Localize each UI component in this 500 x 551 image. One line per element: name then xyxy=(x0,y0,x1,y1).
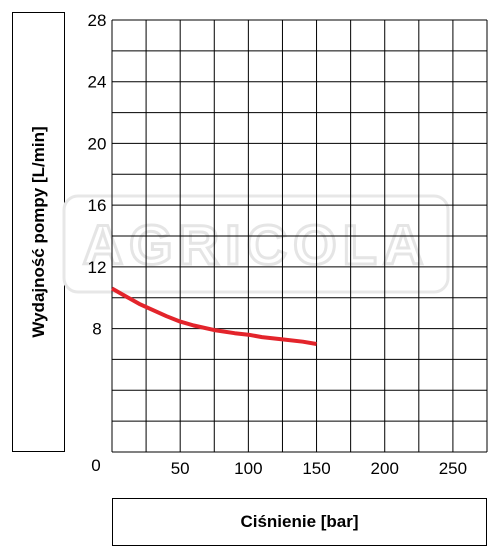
watermark-layer: AGRICOLA xyxy=(62,194,450,294)
watermark-frame xyxy=(62,194,450,294)
y-tick-label: 20 xyxy=(88,134,107,153)
y-tick-label: 12 xyxy=(88,258,107,277)
grid-layer xyxy=(111,19,488,453)
x-tick-label: 50 xyxy=(171,459,190,478)
x-tick-label: 100 xyxy=(234,459,262,478)
series-layer xyxy=(111,286,317,346)
x-tick-label: 250 xyxy=(439,459,467,478)
y-tick-label: 28 xyxy=(88,11,107,30)
x-axis-label: Ciśnienie [bar] xyxy=(240,512,359,531)
x-axis-label-box: Ciśnienie [bar] xyxy=(112,498,487,546)
series-line xyxy=(111,286,317,346)
x-tick-label: 150 xyxy=(302,459,330,478)
y-tick-label: 8 xyxy=(92,320,101,339)
y-tick-label: 16 xyxy=(88,196,107,215)
origin-tick-label: 0 xyxy=(91,456,100,475)
tick-layer: 0 50 100 150 200 250 8 12 16 20 24 28 xyxy=(88,11,468,478)
y-tick-label: 24 xyxy=(88,73,107,92)
x-tick-label: 200 xyxy=(371,459,399,478)
